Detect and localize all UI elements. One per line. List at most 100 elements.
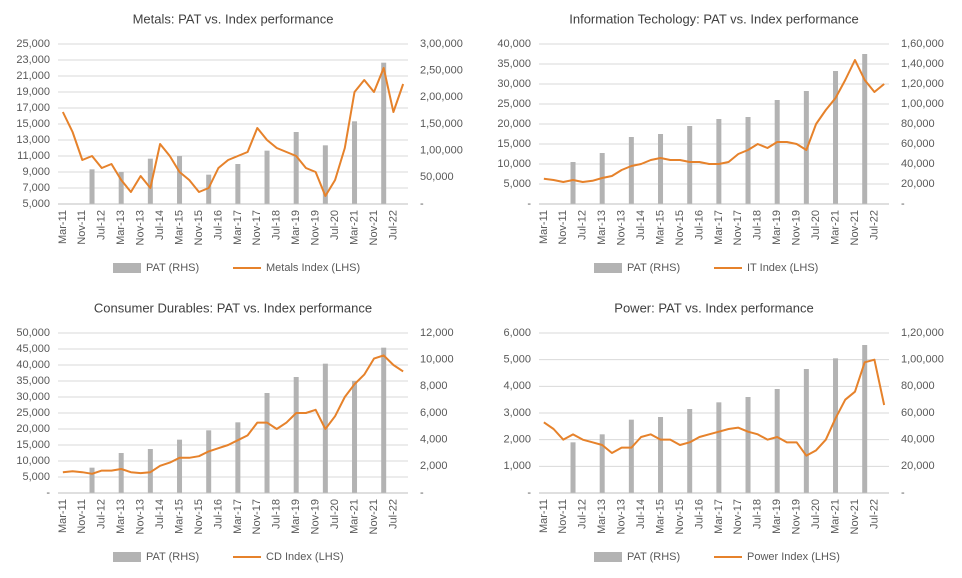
bar (803, 369, 809, 493)
x-tick-label: Jul-18 (271, 499, 283, 529)
legend-swatch (594, 263, 622, 273)
chart-title: Information Techology: PAT vs. Index per… (569, 11, 859, 26)
x-tick-label: Nov-13 (616, 210, 628, 245)
bar (745, 117, 751, 204)
x-tick-label: Nov-13 (616, 499, 628, 534)
y-tick-label: 17,000 (16, 102, 50, 114)
y2-tick-label: - (901, 198, 905, 210)
bar (628, 419, 634, 493)
y2-tick-label: 1,20,000 (901, 78, 944, 90)
line (543, 358, 886, 457)
bar (658, 134, 664, 204)
x-tick-label: Mar-17 (232, 499, 244, 534)
x-tick-label: Jul-12 (96, 499, 108, 529)
x-tick-label: Nov-11 (76, 210, 88, 245)
legend-swatch (113, 263, 141, 273)
legend-label: PAT (RHS) (627, 262, 680, 274)
bar (774, 100, 780, 204)
x-tick-label: Mar-15 (173, 210, 185, 245)
line (543, 59, 885, 183)
x-tick-label: Mar-15 (654, 499, 666, 534)
y-tick-label: 21,000 (16, 70, 50, 82)
x-tick-label: Mar-17 (713, 210, 725, 245)
x-tick-label: Nov-15 (193, 210, 205, 245)
x-tick-label: Nov-17 (732, 499, 744, 534)
x-tick-label: Jul-16 (693, 499, 705, 529)
bar (687, 126, 693, 204)
x-tick-label: Mar-21 (829, 210, 841, 245)
y2-tick-label: 8,000 (420, 380, 448, 392)
bar (687, 409, 693, 493)
x-tick-label: Jul-12 (577, 499, 589, 529)
x-tick-label: Nov-19 (310, 499, 322, 534)
bar (118, 172, 124, 204)
x-tick-label: Mar-11 (57, 210, 69, 244)
bar (570, 162, 576, 204)
y2-tick-label: 20,000 (901, 178, 935, 190)
bar (264, 150, 270, 204)
x-tick-label: Jul-12 (577, 210, 589, 240)
y2-tick-label: 2,00,000 (420, 91, 463, 103)
x-tick-label: Mar-11 (538, 210, 550, 244)
y2-tick-label: 6,000 (420, 407, 448, 419)
x-tick-label: Nov-15 (674, 499, 686, 534)
x-tick-label: Nov-13 (135, 499, 147, 534)
y-tick-label: 13,000 (16, 134, 50, 146)
bar (381, 347, 387, 493)
x-tick-label: Mar-13 (596, 210, 608, 245)
x-tick-label: Nov-17 (251, 499, 263, 534)
y-tick-label: - (527, 487, 531, 499)
x-tick-label: Mar-21 (348, 499, 360, 534)
x-tick-label: Mar-15 (654, 210, 666, 245)
y2-tick-label: 1,20,000 (901, 327, 944, 339)
y-tick-label: 5,000 (503, 178, 531, 190)
bar (774, 389, 780, 493)
y-tick-label: 20,000 (497, 118, 531, 130)
legend-label: Metals Index (LHS) (266, 262, 360, 274)
x-tick-label: Mar-21 (348, 210, 360, 245)
y-tick-label: 30,000 (497, 78, 531, 90)
legend-label: PAT (RHS) (146, 551, 199, 563)
y-tick-label: 5,000 (503, 354, 531, 366)
x-tick-label: Nov-15 (674, 210, 686, 245)
x-tick-label: Nov-21 (849, 210, 861, 245)
y-tick-label: 25,000 (16, 38, 50, 50)
y2-tick-label: 20,000 (901, 460, 935, 472)
x-tick-label: Mar-13 (115, 210, 127, 245)
bar (322, 145, 328, 204)
y2-tick-label: 2,50,000 (420, 65, 463, 77)
x-tick-label: Mar-19 (771, 499, 783, 534)
x-tick-label: Jul-16 (693, 210, 705, 240)
y-tick-label: 15,000 (16, 118, 50, 130)
bar (352, 121, 358, 204)
y-tick-label: 15,000 (497, 138, 531, 150)
bar (381, 62, 387, 204)
y2-tick-label: 1,00,000 (901, 354, 944, 366)
bar (264, 393, 270, 493)
line (61, 67, 405, 197)
y-tick-label: 10,000 (497, 158, 531, 170)
y2-tick-label: 1,40,000 (901, 58, 944, 70)
y-tick-label: 15,000 (16, 439, 50, 451)
y2-tick-label: 1,00,000 (420, 145, 463, 157)
legend-swatch (113, 552, 141, 562)
bar (89, 467, 95, 493)
bar (352, 381, 358, 493)
y-tick-label: 35,000 (497, 58, 531, 70)
y-tick-label: 9,000 (22, 166, 50, 178)
y2-tick-label: 80,000 (901, 380, 935, 392)
y2-tick-label: 3,00,000 (420, 38, 463, 50)
x-tick-label: Nov-11 (557, 210, 569, 245)
x-tick-label: Mar-19 (290, 499, 302, 534)
x-tick-label: Nov-11 (557, 499, 569, 534)
x-tick-label: Jul-12 (96, 210, 108, 240)
x-tick-label: Nov-17 (251, 210, 263, 245)
y-tick-label: 19,000 (16, 86, 50, 98)
x-tick-label: Jul-14 (635, 499, 647, 529)
y-tick-label: 40,000 (16, 359, 50, 371)
x-tick-label: Mar-15 (173, 499, 185, 534)
bar (745, 397, 751, 493)
y2-tick-label: 80,000 (901, 118, 935, 130)
bar (206, 174, 212, 204)
y2-tick-label: 40,000 (901, 434, 935, 446)
